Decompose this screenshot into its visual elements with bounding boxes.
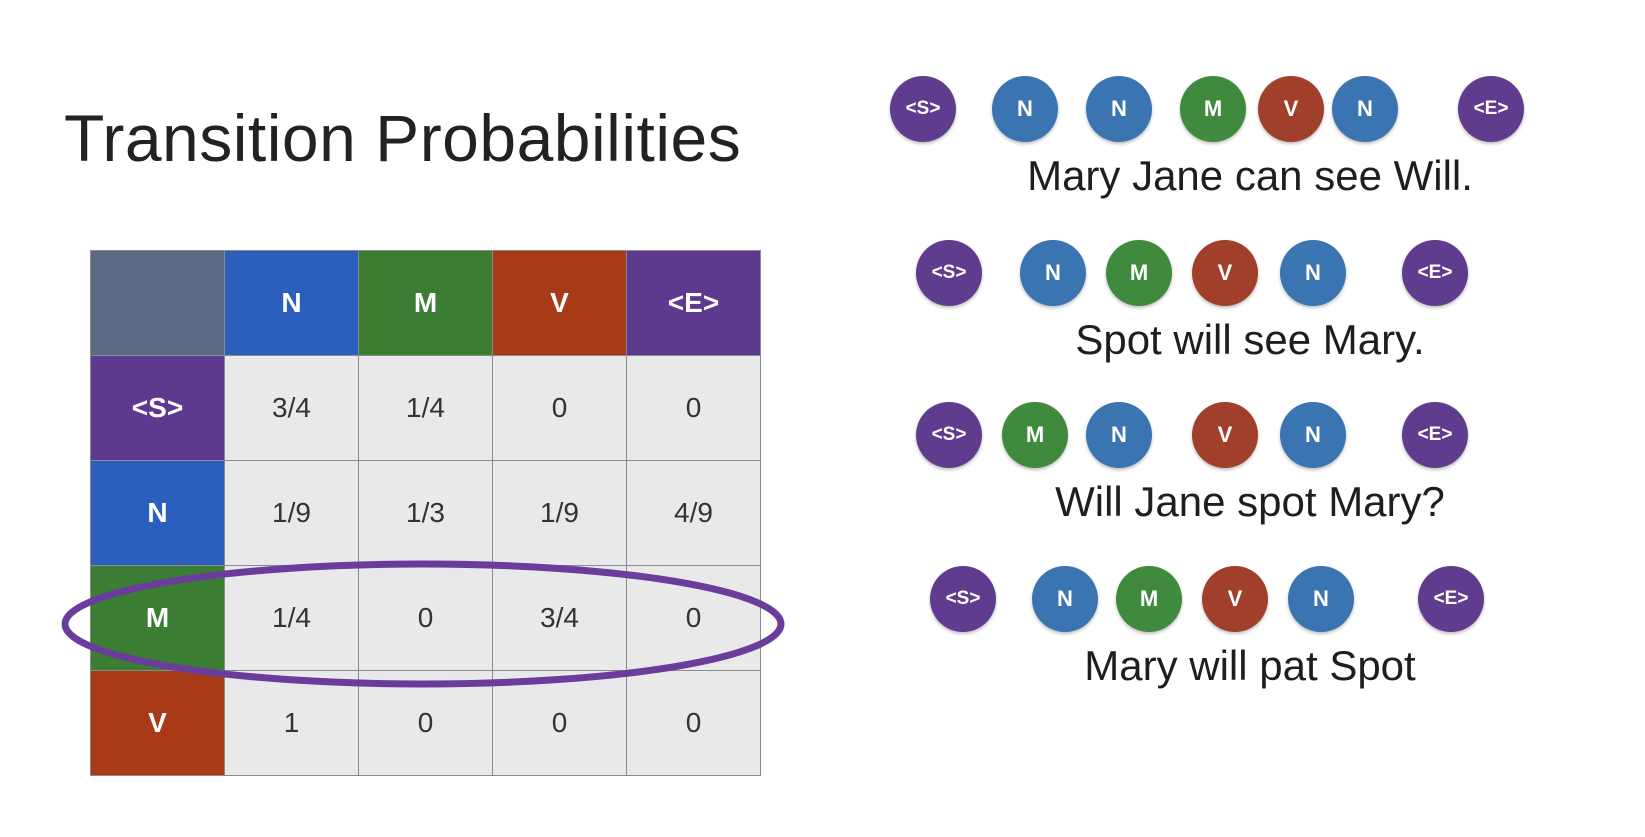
tag-circle: N — [1332, 76, 1398, 142]
tag-circle: <S> — [890, 76, 956, 142]
sentence-row: <S> N N M V N <E> Mary Jane can see Will. — [880, 76, 1620, 216]
transition-probability-table: N M V <E> <S> 3/4 1/4 0 0 N 1/9 1/3 1/9 4/9 M 1/4 0 3/4 0 V… — [90, 250, 761, 776]
tag-circle: M — [1116, 566, 1182, 632]
tag-circle: N — [1086, 76, 1152, 142]
table-cell: 0 — [493, 671, 627, 776]
tag-circle: <E> — [1402, 240, 1468, 306]
tag-circle: N — [1280, 240, 1346, 306]
table-cell: 1/9 — [493, 461, 627, 566]
table-cell: 1/4 — [359, 356, 493, 461]
sentence-row: <S> N M V N <E> Mary will pat Spot — [880, 566, 1620, 706]
column-header-v: V — [493, 251, 627, 356]
column-header-n: N — [225, 251, 359, 356]
tag-circle: N — [1086, 402, 1152, 468]
table-cell: 0 — [359, 671, 493, 776]
tag-circle: M — [1180, 76, 1246, 142]
table-cell: 0 — [493, 356, 627, 461]
table-cell: 3/4 — [225, 356, 359, 461]
table-cell: 3/4 — [493, 566, 627, 671]
table-cell: 1/3 — [359, 461, 493, 566]
tag-circle: <S> — [916, 402, 982, 468]
sentence-text: Mary Jane can see Will. — [1027, 152, 1473, 199]
row-header-s: <S> — [91, 356, 225, 461]
tag-circle: <S> — [930, 566, 996, 632]
tag-circle: <E> — [1402, 402, 1468, 468]
tag-circle: N — [1288, 566, 1354, 632]
table-cell: 1/4 — [225, 566, 359, 671]
tag-circle: V — [1258, 76, 1324, 142]
tag-circle: M — [1106, 240, 1172, 306]
table-cell: 1/9 — [225, 461, 359, 566]
table-cell: 0 — [627, 356, 761, 461]
tag-circle: M — [1002, 402, 1068, 468]
sentence-row: <S> N M V N <E> Spot will see Mary. — [880, 240, 1620, 380]
tag-circle: N — [1280, 402, 1346, 468]
sentence-row: <S> M N V N <E> Will Jane spot Mary? — [880, 402, 1620, 542]
tag-circle: <S> — [916, 240, 982, 306]
table-corner — [91, 251, 225, 356]
table-cell: 0 — [359, 566, 493, 671]
column-header-m: M — [359, 251, 493, 356]
row-header-n: N — [91, 461, 225, 566]
tag-circle: N — [1020, 240, 1086, 306]
row-header-v: V — [91, 671, 225, 776]
sentence-text: Will Jane spot Mary? — [1055, 478, 1445, 525]
table-cell: 0 — [627, 566, 761, 671]
tag-circle: N — [1032, 566, 1098, 632]
tag-circle: V — [1202, 566, 1268, 632]
table-cell: 1 — [225, 671, 359, 776]
tag-circle: <E> — [1458, 76, 1524, 142]
table-cell: 4/9 — [627, 461, 761, 566]
tag-circle: N — [992, 76, 1058, 142]
column-header-e: <E> — [627, 251, 761, 356]
table-cell: 0 — [627, 671, 761, 776]
tag-circle: V — [1192, 240, 1258, 306]
tag-circle: V — [1192, 402, 1258, 468]
tag-circle: <E> — [1418, 566, 1484, 632]
sentence-text: Mary will pat Spot — [1084, 642, 1416, 689]
slide-title: Transition Probabilities — [64, 101, 742, 175]
row-header-m: M — [91, 566, 225, 671]
sentence-text: Spot will see Mary. — [1075, 316, 1425, 363]
